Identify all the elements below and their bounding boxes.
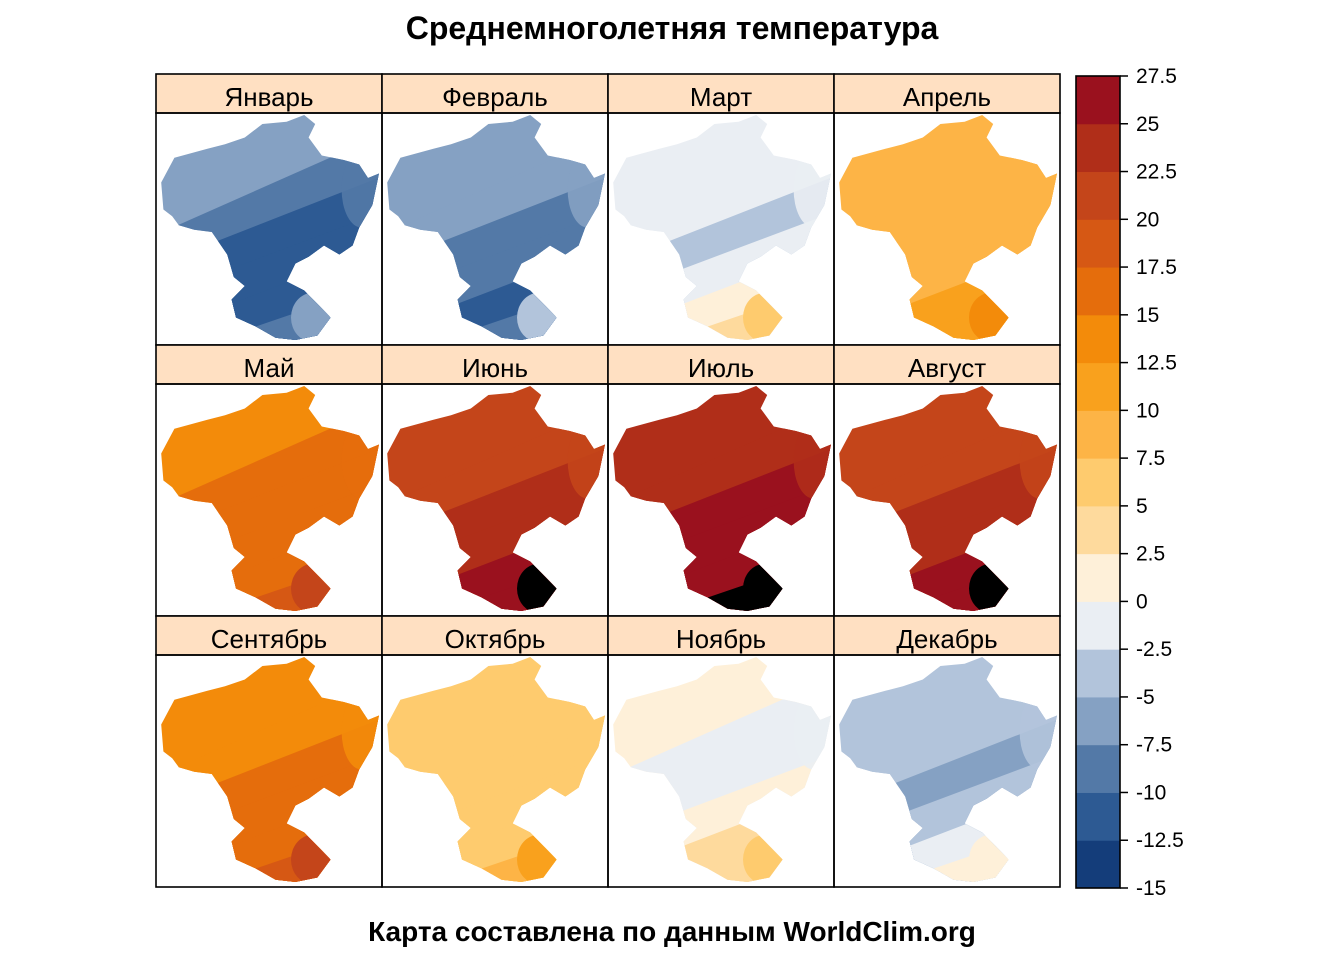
panel-strip: [607, 344, 835, 385]
panel-month-label: Сентябрь: [211, 624, 327, 654]
color-key-tick-label: 5: [1136, 495, 1148, 518]
map-panel: Август: [833, 344, 1061, 617]
color-key-swatch: [1076, 792, 1120, 841]
map-panel: Май: [155, 344, 383, 617]
temperature-region: [387, 657, 605, 882]
panel-month-label: Февраль: [442, 82, 548, 112]
color-key-swatch: [1076, 171, 1120, 220]
color-key-swatch: [1076, 267, 1120, 316]
color-key-tick-label: 25: [1136, 113, 1159, 136]
color-key-frame: [1075, 75, 1121, 889]
panel-month-label: Июль: [688, 353, 754, 383]
map-panel: Июль: [607, 344, 835, 617]
panel-strip: [833, 73, 1061, 114]
temperature-region: [839, 657, 1057, 882]
map-panel: Декабрь: [833, 615, 1061, 888]
panel-strip: [833, 615, 1061, 656]
color-key-tick-label: 7.5: [1136, 447, 1165, 470]
panel-month-label: Ноябрь: [676, 624, 766, 654]
color-key-tick-label: 2.5: [1136, 543, 1165, 566]
map-panel: Март: [607, 73, 835, 346]
color-key-tick-label: -15: [1136, 877, 1166, 900]
chart-title: Среднемноголетняя температура: [405, 10, 939, 46]
color-key-swatch: [1076, 219, 1120, 268]
color-key-swatch: [1076, 362, 1120, 411]
map-panel: Январь: [155, 73, 383, 346]
panel-strip: [155, 73, 383, 114]
color-key-swatch: [1076, 649, 1120, 698]
temperature-region: [161, 657, 379, 882]
color-key-swatch: [1076, 601, 1120, 650]
panel-month-label: Март: [690, 82, 752, 112]
panel-strip: [833, 344, 1061, 385]
color-key-swatch: [1076, 76, 1120, 125]
color-key-tick-label: -2.5: [1136, 638, 1172, 661]
panel-frame: [833, 654, 1061, 888]
map-panel: Февраль: [381, 73, 609, 346]
color-key-tick-label: 22.5: [1136, 161, 1177, 184]
map-panel: Сентябрь: [155, 615, 383, 888]
color-key-tick-label: -12.5: [1136, 829, 1184, 852]
panel-month-label: Апрель: [903, 82, 991, 112]
color-key-swatch: [1076, 314, 1120, 364]
color-key-tick-label: -5: [1136, 686, 1155, 709]
color-key-swatch: [1076, 123, 1120, 173]
color-key-swatch: [1076, 696, 1120, 746]
color-key-tick-label: -10: [1136, 781, 1166, 804]
panel-strip: [381, 344, 609, 385]
color-key-tick-label: 12.5: [1136, 352, 1177, 375]
color-key-tick-label: 15: [1136, 304, 1159, 327]
panel-strip: [607, 73, 835, 114]
color-key-tick-label: 0: [1136, 590, 1148, 613]
panel-strip: [607, 615, 835, 656]
panel-month-label: Август: [908, 353, 986, 383]
panel-strip: [155, 344, 383, 385]
map-panel: Ноябрь: [607, 615, 835, 888]
color-key-swatch: [1076, 458, 1120, 507]
color-key-tick-label: 10: [1136, 399, 1159, 422]
source-caption: Карта составлена по данным WorldClim.org: [368, 916, 976, 947]
map-panel: Октябрь: [381, 615, 609, 888]
panel-month-label: Май: [244, 353, 295, 383]
color-key-swatch: [1076, 840, 1120, 889]
color-key-tick-label: 17.5: [1136, 256, 1177, 279]
map-panel: Апрель: [833, 73, 1061, 346]
color-key-swatch: [1076, 744, 1120, 793]
color-key: -15 -12.5 -10 -7.5 -5 -2.5 0 2.5 5 7.5 10 12.5 15 17.…: [1075, 65, 1184, 900]
panel-month-label: Июнь: [462, 353, 528, 383]
color-key-tick-label: 27.5: [1136, 65, 1177, 88]
color-key-tick-label: 20: [1136, 208, 1159, 231]
panel-month-label: Октябрь: [445, 624, 546, 654]
panel-month-label: Январь: [224, 82, 313, 112]
color-key-swatch: [1076, 410, 1120, 459]
panel-month-label: Декабрь: [896, 624, 997, 654]
color-key-swatch: [1076, 553, 1120, 602]
color-key-swatch: [1076, 505, 1120, 555]
color-key-tick-label: -7.5: [1136, 734, 1172, 757]
temperature-region: [613, 657, 831, 882]
map-panel: Июнь: [381, 344, 609, 617]
